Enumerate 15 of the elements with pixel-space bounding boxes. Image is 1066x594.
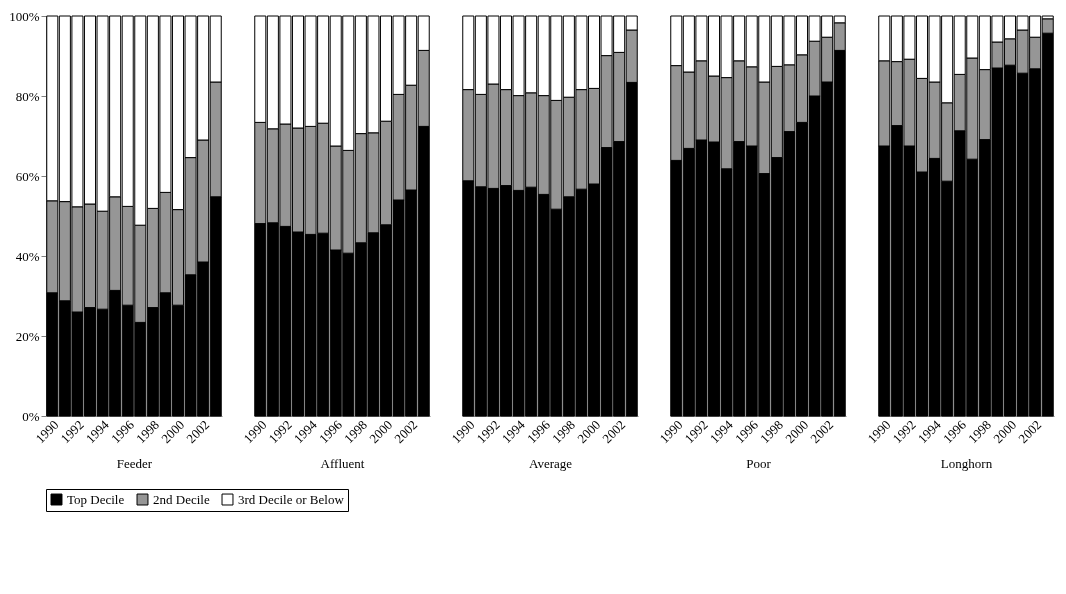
y-tick-label: 40% (15, 248, 40, 264)
x-axis-title: Average (528, 456, 573, 472)
x-axis-title: Longhorn (940, 456, 993, 472)
x-axis-title: Feeder (116, 456, 153, 472)
y-tick-label: 60% (15, 168, 40, 184)
x-axis-title: Affluent (320, 456, 365, 472)
x-tick-label: 1992 (57, 417, 87, 447)
y-tick-label: 100% (9, 8, 40, 24)
legend-label: 2nd Decile (153, 491, 210, 507)
x-axis-title: Poor (746, 456, 772, 472)
y-tick-label: 80% (15, 88, 40, 104)
y-tick-label: 0% (22, 408, 40, 424)
legend-label: 3rd Decile or Below (238, 491, 345, 507)
legend-label: Top Decile (67, 491, 125, 507)
y-tick-label: 20% (15, 328, 40, 344)
